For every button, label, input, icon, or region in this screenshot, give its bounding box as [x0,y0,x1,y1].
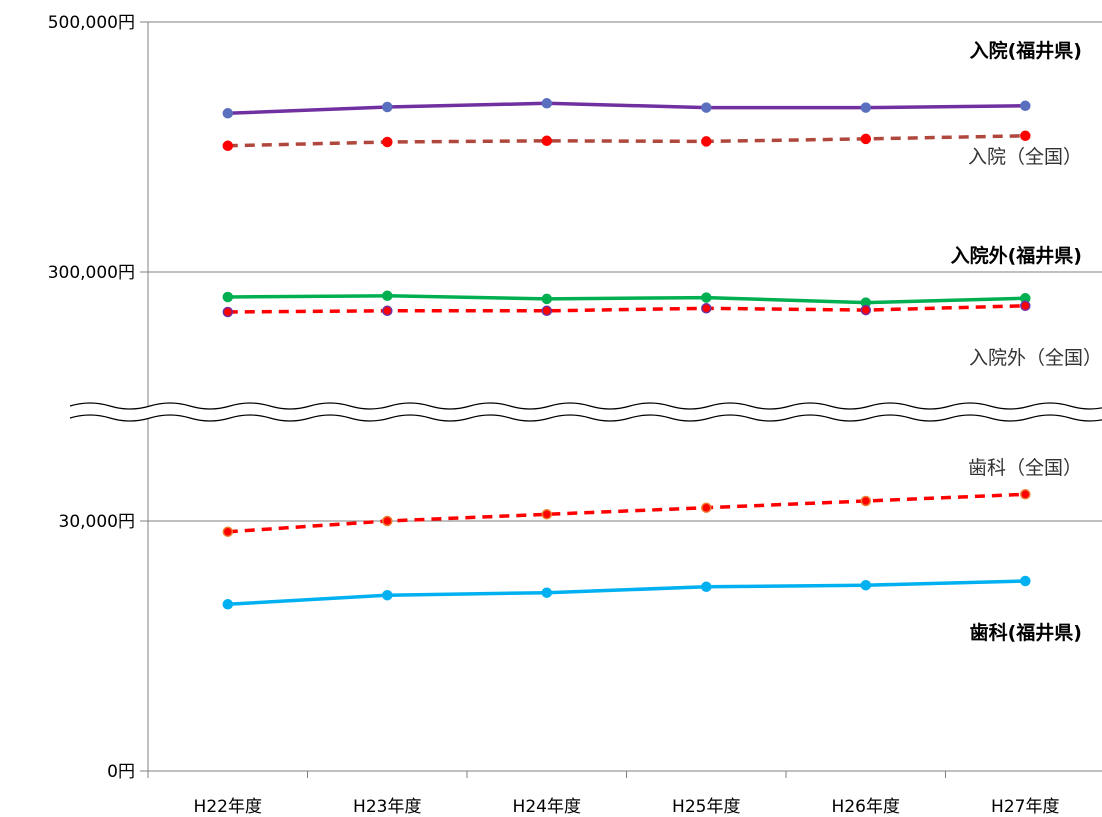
data-point-inpatient-national [1020,130,1031,142]
data-point-inpatient-fukui [701,102,712,113]
data-point-inpatient-fukui [1020,100,1031,112]
x-tick-label: H24年度 [513,797,581,817]
data-point-outpatient-national [701,303,712,314]
data-point-outpatient-fukui [222,291,234,303]
data-point-dental-national [382,515,393,527]
series-line-dental-fukui [227,579,1026,607]
data-point-inpatient-national [541,135,553,147]
data-point-inpatient-national [860,133,872,145]
data-point-inpatient-national [701,136,712,147]
series-line-inpatient-national [227,134,1026,148]
x-axis-ticks [147,771,946,778]
data-point-dental-national [701,502,712,513]
data-point-outpatient-fukui [382,290,393,302]
data-point-inpatient-fukui [860,102,872,113]
data-point-dental-fukui [382,589,393,601]
series-label-dental-national: 歯科（全国） [968,457,1082,479]
y-tick-label-30000: 30,000円 [59,512,135,532]
data-point-dental-national [1020,489,1031,500]
x-tick-label: H23年度 [353,797,421,817]
data-point-dental-national [541,509,553,520]
data-point-dental-fukui [701,581,712,593]
series-line-dental-national [227,492,1026,534]
series-line-outpatient-fukui [227,294,1026,305]
y-tick-label-300000: 300,000円 [48,263,135,283]
data-point-dental-fukui [222,599,234,610]
data-point-dental-national [860,495,872,507]
y-tick-label-0: 0円 [107,762,135,782]
series-label-inpatient-fukui: 入院(福井県) [970,39,1082,62]
data-point-inpatient-national [222,140,234,152]
series-label-dental-fukui: 歯科(福井県) [970,621,1082,644]
data-point-inpatient-fukui [382,101,393,113]
data-point-outpatient-national [541,305,553,317]
x-tick-label: H27年度 [991,797,1059,817]
x-tick-label: H25年度 [672,797,740,817]
x-tick-label: H26年度 [832,797,900,817]
data-point-inpatient-fukui [222,108,234,119]
series-label-inpatient-national: 入院（全国） [968,146,1082,168]
axis-break-line-top [69,402,1102,410]
data-point-inpatient-national [382,136,393,148]
series-label-outpatient-national: 入院外（全国） [969,347,1102,369]
data-point-outpatient-national [1020,300,1031,312]
axis-break-band [70,403,1102,421]
data-point-inpatient-fukui [541,98,553,109]
data-point-dental-fukui [860,579,872,591]
data-point-outpatient-fukui [701,292,712,303]
x-tick-label: H22年度 [194,797,262,817]
series-layer [222,98,1031,610]
data-point-dental-fukui [541,587,553,598]
series-line-outpatient-national [227,304,1026,314]
y-tick-label-500000: 500,000円 [48,13,135,33]
x-axis-labels: H22年度 H23年度 H24年度 H25年度 H26年度 H27年度 [194,797,1060,817]
data-point-outpatient-national [222,306,234,318]
data-point-outpatient-fukui [541,293,553,305]
data-point-dental-national [222,526,234,538]
series-line-inpatient-fukui [227,101,1026,116]
data-point-outpatient-national [860,304,872,316]
series-label-outpatient-fukui: 入院外(福井県) [951,244,1082,267]
data-point-outpatient-national [382,305,393,317]
axis-break-line-bottom [69,414,1102,422]
data-point-dental-fukui [1020,575,1031,587]
